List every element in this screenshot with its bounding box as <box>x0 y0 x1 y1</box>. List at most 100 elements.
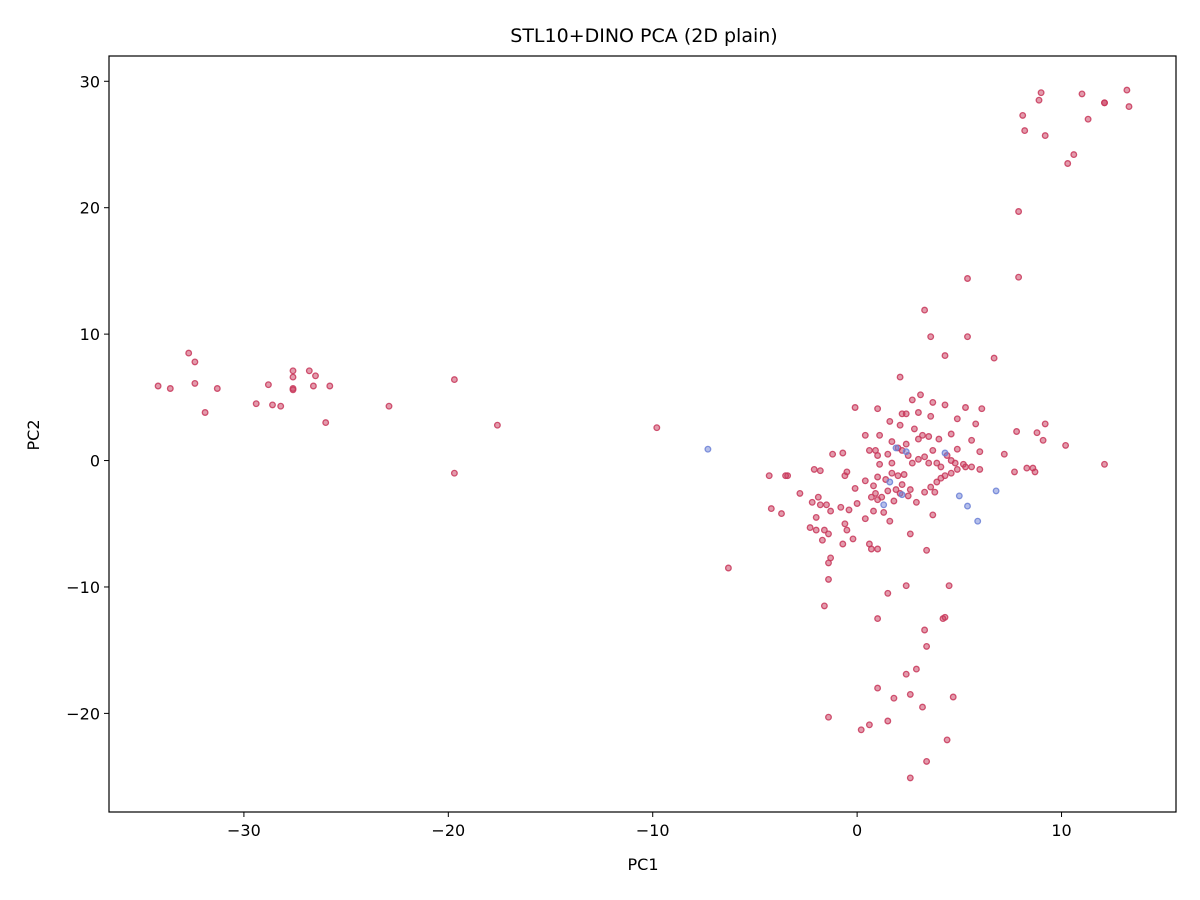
data-point <box>874 473 882 481</box>
data-point <box>767 505 775 513</box>
data-point <box>843 526 851 534</box>
data-point <box>927 333 935 341</box>
data-point <box>941 352 949 360</box>
data-point <box>945 582 953 590</box>
data-point <box>1021 127 1029 135</box>
data-point <box>857 726 865 734</box>
data-point <box>841 520 849 528</box>
data-point <box>886 478 894 486</box>
data-point <box>937 463 945 471</box>
data-point <box>923 546 931 554</box>
x-tick-label: −20 <box>431 821 465 840</box>
data-point <box>884 450 892 458</box>
data-point <box>914 409 922 416</box>
x-tick-label: 0 <box>852 821 862 840</box>
data-point <box>808 498 816 506</box>
data-point <box>289 367 297 375</box>
data-point <box>947 469 955 477</box>
data-point <box>872 489 879 497</box>
data-point <box>896 373 904 381</box>
data-point <box>898 481 906 489</box>
data-point <box>704 445 712 453</box>
data-point <box>914 435 922 443</box>
data-point <box>1019 111 1027 119</box>
data-point <box>921 488 929 496</box>
data-point <box>1033 429 1041 437</box>
data-point <box>812 513 820 521</box>
data-point <box>867 545 875 553</box>
data-point <box>949 693 957 701</box>
data-point <box>1125 103 1133 111</box>
data-point <box>943 736 951 744</box>
data-point <box>927 483 935 491</box>
data-point <box>880 501 888 509</box>
data-point <box>886 417 894 425</box>
data-point <box>925 459 933 467</box>
data-point <box>892 444 900 452</box>
data-point <box>865 721 873 729</box>
data-point <box>941 613 949 621</box>
data-point <box>1078 90 1086 98</box>
data-point <box>309 382 317 390</box>
data-point <box>820 526 828 534</box>
data-point <box>874 545 882 553</box>
data-point <box>992 487 1000 495</box>
data-point <box>1064 160 1072 167</box>
data-point <box>724 564 732 572</box>
data-point <box>493 421 501 429</box>
data-point <box>917 391 924 399</box>
data-point <box>935 435 943 443</box>
data-point <box>951 459 959 467</box>
data-point <box>166 385 174 392</box>
data-point <box>185 349 193 357</box>
data-point <box>1123 86 1131 94</box>
data-point <box>1013 428 1021 435</box>
data-point <box>827 507 835 515</box>
data-point <box>892 486 900 494</box>
x-axis-title: PC1 <box>628 855 659 874</box>
data-point <box>1101 99 1108 107</box>
data-point <box>919 703 926 711</box>
data-point <box>806 524 814 532</box>
data-point <box>1011 468 1018 476</box>
data-point <box>976 465 984 473</box>
data-point <box>849 535 857 543</box>
data-point <box>923 642 931 650</box>
data-point <box>927 412 935 420</box>
data-point <box>823 501 830 509</box>
data-point <box>874 405 882 413</box>
data-point <box>765 472 773 480</box>
plot-frame <box>108 55 1177 813</box>
data-point <box>796 489 804 497</box>
data-point <box>825 713 832 721</box>
data-point <box>937 474 945 482</box>
data-point <box>874 615 882 623</box>
data-point <box>923 757 931 765</box>
data-point <box>912 665 920 673</box>
data-point <box>782 472 790 480</box>
data-point <box>851 404 859 411</box>
axes-layer: −30 −20 −10 0 10 −20 −10 0 10 20 30 <box>66 72 1071 840</box>
data-point <box>1031 468 1039 476</box>
data-point <box>953 445 961 453</box>
data-point <box>851 484 859 492</box>
data-point <box>876 431 884 439</box>
data-point <box>908 459 916 467</box>
data-point <box>450 469 458 477</box>
data-point <box>201 409 209 416</box>
data-point <box>289 385 297 392</box>
data-point <box>820 602 828 610</box>
data-point <box>921 453 929 461</box>
x-tick-label: −10 <box>636 821 670 840</box>
data-point <box>962 404 969 411</box>
data-point <box>953 415 961 423</box>
data-point <box>884 487 892 495</box>
y-axis-title: PC2 <box>24 420 43 451</box>
data-point <box>906 486 914 494</box>
x-tick-label: 10 <box>1051 821 1071 840</box>
data-point <box>972 420 980 428</box>
data-point <box>1000 450 1008 458</box>
y-tick-label: 10 <box>80 325 100 344</box>
data-point <box>898 491 906 499</box>
